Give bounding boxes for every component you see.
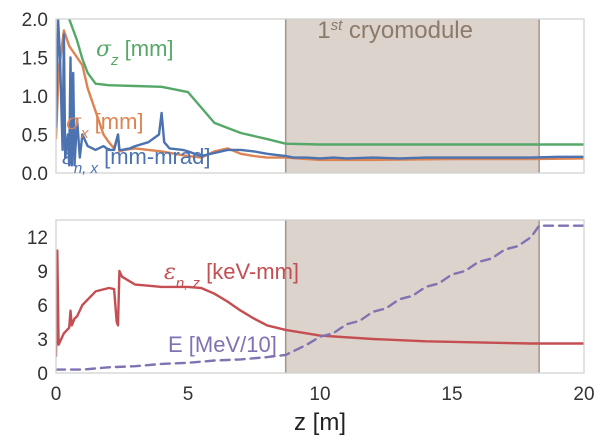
bottom-series-line-0 [56,249,584,358]
x-tick-label: 0 [51,384,62,405]
top-series-line-2 [56,19,584,167]
top-y-tick-label: 1.0 [22,87,48,108]
bottom-y-tick-label: 9 [37,262,48,283]
cryomodule-label: 1st cryomodule [317,17,473,45]
x-tick-label: 20 [573,384,594,405]
top-y-tick-label: 1.5 [22,49,48,70]
sigma-x-label: σx [mm] [66,109,144,142]
cryomodule-region-bottom [285,220,540,373]
emittance-x-label: εn, x [mm-mrad] [62,144,210,177]
top-y-tick-label: 0.0 [22,164,48,185]
x-tick-label: 10 [309,384,330,405]
top-y-tick-label: 2.0 [22,10,48,31]
bottom-panel: 0 3 6 9 12 0 5 10 15 20 εn, z [keV-mm] E [MeV/10… [27,219,595,436]
bottom-axes-frame [55,219,585,374]
x-axis-label: z [m] [294,409,346,436]
bottom-series-line-1 [56,224,584,371]
bottom-y-tick-label: 3 [37,330,48,351]
bottom-y-tick-label: 6 [37,296,48,317]
energy-label: E [MeV/10] [168,332,277,357]
bottom-y-tick-label: 12 [27,228,48,249]
top-series-line-0 [67,19,584,146]
emittance-z-label: εn, z [keV-mm] [164,259,299,292]
top-y-tick-label: 0.5 [22,126,48,147]
top-axes-frame [55,18,585,174]
bottom-y-tick-label: 0 [37,364,48,385]
x-tick-label: 5 [183,384,194,405]
cryomodule-region-top [285,19,540,173]
sigma-z-label: σz [mm] [96,36,174,69]
x-tick-label: 15 [441,384,462,405]
top-panel: 0.0 0.5 1.0 1.5 2.0 1st cryomodule σz [mm] σ… [22,10,585,185]
top-series-line-1 [56,29,584,162]
